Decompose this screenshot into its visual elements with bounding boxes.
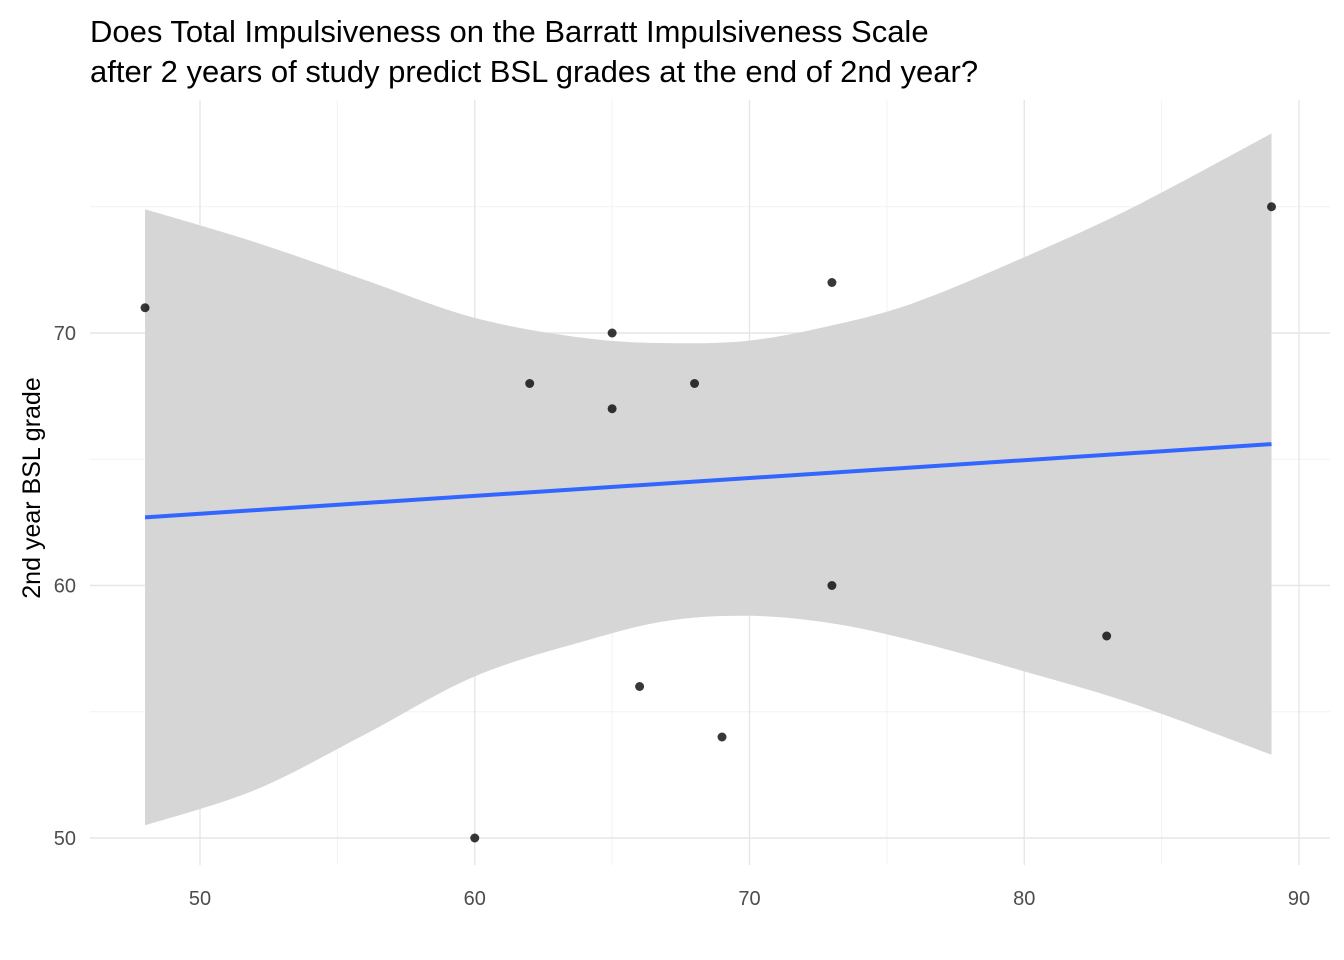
x-tick-label: 90	[1288, 888, 1310, 910]
y-axis-ticks: 50 60 70	[54, 323, 76, 850]
data-point	[717, 732, 727, 742]
y-tick-label: 60	[54, 576, 76, 598]
data-point	[635, 682, 645, 691]
x-tick-label: 60	[464, 888, 486, 910]
data-point	[827, 581, 837, 590]
y-tick-label: 70	[54, 323, 76, 345]
data-point	[827, 278, 837, 287]
x-axis-ticks: 50 60 70 80 90	[189, 888, 1310, 910]
data-point	[1267, 202, 1277, 212]
data-point	[607, 404, 617, 414]
y-axis-title: 2nd year BSL grade	[18, 377, 46, 598]
chart-title: Does Total Impulsiveness on the Barratt …	[90, 12, 978, 92]
data-point	[140, 303, 150, 313]
data-points	[140, 202, 1277, 843]
y-tick-label: 50	[54, 828, 76, 850]
data-point	[690, 379, 700, 388]
x-tick-label: 50	[189, 888, 211, 910]
data-point	[1102, 631, 1112, 641]
regression-line	[144, 442, 1272, 520]
x-tick-label: 80	[1013, 888, 1035, 910]
data-point	[470, 833, 480, 843]
data-point	[607, 328, 617, 338]
x-tick-label: 70	[738, 888, 760, 910]
data-point	[525, 379, 535, 388]
chart-title-line-2: after 2 years of study predict BSL grade…	[90, 54, 979, 89]
chart-title-line-1: Does Total Impulsiveness on the Barratt …	[90, 14, 929, 49]
